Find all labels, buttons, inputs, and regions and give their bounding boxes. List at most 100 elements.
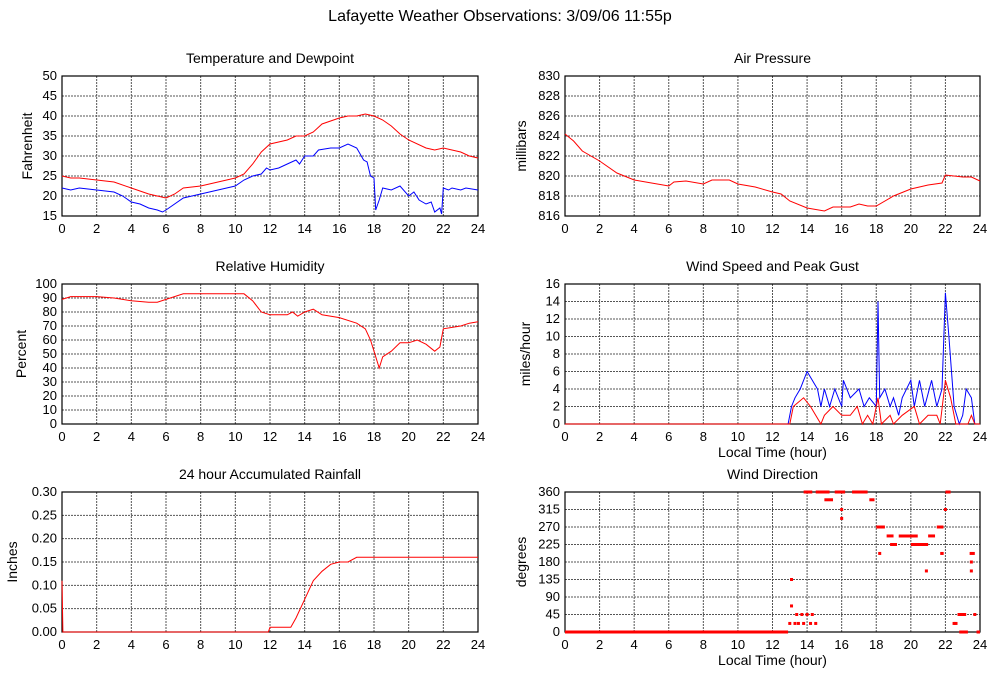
direction-point	[802, 621, 806, 625]
x-tick-label: 16	[834, 637, 848, 652]
y-tick-label: 40	[43, 360, 57, 375]
direction-point	[952, 621, 956, 625]
y-tick-label: 30	[43, 148, 57, 163]
x-axis-label: Local Time (hour)	[718, 652, 827, 668]
plot-frame	[564, 75, 981, 217]
x-tick-label: 0	[561, 429, 568, 444]
x-tick-label: 18	[367, 429, 381, 444]
y-tick-label: 45	[546, 607, 560, 622]
y-tick-label: 25	[43, 168, 57, 183]
x-tick-label: 18	[869, 637, 883, 652]
x-tick-label: 0	[58, 221, 65, 236]
main-title: Lafayette Weather Observations: 3/09/06 …	[328, 8, 672, 25]
x-tick-label: 8	[700, 637, 707, 652]
y-tick-label: 50	[43, 68, 57, 83]
direction-point	[793, 621, 797, 625]
x-tick-label: 2	[596, 637, 603, 652]
y-tick-label: 16	[546, 276, 560, 291]
y-tick-label: 360	[538, 484, 560, 499]
x-tick-label: 20	[401, 637, 415, 652]
y-tick-label: 70	[43, 318, 57, 333]
x-tick-label: 6	[162, 637, 169, 652]
x-tick-label: 0	[58, 429, 65, 444]
y-axis-label: Percent	[13, 330, 29, 378]
y-tick-label: 45	[43, 88, 57, 103]
y-axis-label: degrees	[513, 537, 529, 588]
x-tick-label: 12	[765, 221, 779, 236]
series-line-relative-humidity	[61, 293, 479, 370]
x-tick-label: 20	[904, 221, 918, 236]
chart-title: Relative Humidity	[216, 258, 325, 274]
direction-point	[795, 613, 799, 616]
y-axis-label: miles/hour	[517, 321, 533, 386]
y-axis-label: millibars	[513, 120, 529, 171]
y-tick-label: 816	[538, 208, 560, 223]
chart-title: Wind Speed and Peak Gust	[686, 258, 859, 274]
y-tick-label: 10	[546, 329, 560, 344]
x-tick-label: 6	[162, 221, 169, 236]
x-tick-label: 14	[800, 637, 814, 652]
y-tick-label: 828	[538, 88, 560, 103]
x-tick-label: 22	[436, 637, 450, 652]
y-tick-label: 0.20	[32, 531, 57, 546]
chart-title: Temperature and Dewpoint	[186, 50, 354, 66]
x-tick-label: 6	[665, 221, 672, 236]
y-tick-label: 820	[538, 168, 560, 183]
direction-point	[969, 560, 973, 564]
x-tick-label: 12	[263, 221, 277, 236]
direction-point	[940, 525, 944, 529]
x-tick-label: 6	[162, 429, 169, 444]
x-tick-label: 24	[973, 221, 987, 236]
direction-point	[814, 621, 818, 625]
y-tick-label: 90	[546, 589, 560, 604]
x-tick-label: 2	[93, 637, 100, 652]
x-tick-label: 16	[332, 637, 346, 652]
x-tick-label: 10	[731, 637, 745, 652]
x-tick-label: 14	[800, 429, 814, 444]
x-tick-label: 4	[631, 429, 638, 444]
x-tick-label: 12	[765, 637, 779, 652]
x-tick-label: 12	[765, 429, 779, 444]
direction-point	[788, 621, 792, 625]
y-tick-label: 822	[538, 148, 560, 163]
y-tick-label: 10	[43, 402, 57, 417]
x-tick-label: 0	[561, 637, 568, 652]
x-tick-label: 4	[631, 637, 638, 652]
x-tick-label: 24	[471, 429, 485, 444]
x-tick-label: 16	[332, 429, 346, 444]
x-tick-label: 20	[904, 429, 918, 444]
x-tick-label: 6	[665, 429, 672, 444]
x-tick-label: 14	[297, 221, 311, 236]
y-axis-label: Inches	[4, 541, 20, 582]
series-line-pressure	[564, 133, 981, 212]
y-tick-label: 20	[43, 188, 57, 203]
series-line-temperature	[61, 113, 479, 199]
series-line-rainfall	[61, 556, 478, 633]
y-tick-label: 824	[538, 128, 560, 143]
y-tick-label: 40	[43, 108, 57, 123]
plot-frame	[61, 491, 479, 633]
x-tick-label: 22	[938, 221, 952, 236]
x-tick-label: 18	[869, 429, 883, 444]
y-tick-label: 2	[553, 399, 560, 414]
x-tick-label: 18	[367, 637, 381, 652]
y-tick-label: 0	[50, 416, 57, 431]
plot-frame	[61, 75, 479, 217]
x-tick-label: 8	[197, 637, 204, 652]
x-tick-label: 14	[297, 429, 311, 444]
y-tick-label: 15	[43, 208, 57, 223]
x-tick-label: 8	[197, 429, 204, 444]
x-tick-label: 10	[228, 221, 242, 236]
y-tick-label: 270	[538, 519, 560, 534]
x-tick-label: 10	[731, 429, 745, 444]
x-tick-label: 4	[128, 637, 135, 652]
x-tick-label: 6	[665, 637, 672, 652]
x-tick-label: 8	[197, 221, 204, 236]
y-tick-label: 0	[553, 416, 560, 431]
x-tick-label: 12	[263, 637, 277, 652]
y-tick-label: 80	[43, 304, 57, 319]
